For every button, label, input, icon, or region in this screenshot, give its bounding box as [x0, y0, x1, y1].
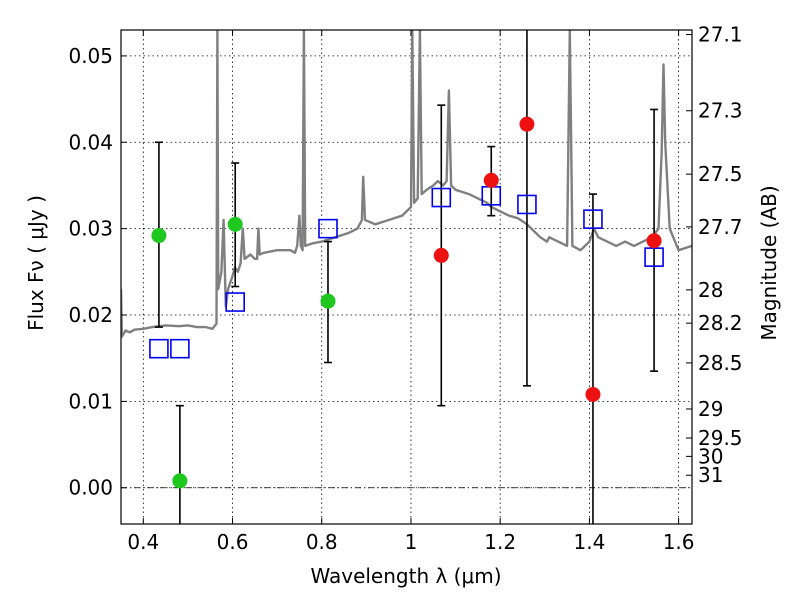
infrared-flux-point — [483, 172, 499, 188]
model-flux-square — [225, 292, 245, 312]
x-tick-label: 1.4 — [573, 530, 605, 554]
y-axis-label: Flux Fν ( μJy ) — [24, 195, 48, 331]
optical-flux-point — [151, 228, 167, 244]
y-tick-label: 0.03 — [68, 217, 113, 241]
magnitude-tick-label: 30 — [698, 444, 723, 468]
y-tick-label: 0.05 — [68, 44, 113, 68]
y-tick-label: 0.00 — [68, 476, 113, 500]
magnitude-tick-label: 28 — [698, 278, 723, 302]
magnitude-tick-label: 28.5 — [698, 351, 743, 375]
x-tick-label: 1.2 — [484, 530, 516, 554]
x-axis-label: Wavelength λ (μm) — [310, 564, 501, 588]
marker-layer — [149, 116, 664, 489]
magnitude-tick-label: 27.3 — [698, 99, 743, 123]
magnitude-tick-label: 27.7 — [698, 215, 743, 239]
infrared-flux-point — [433, 247, 449, 263]
infrared-flux-point — [646, 233, 662, 249]
x-tick-label: 0.8 — [306, 530, 338, 554]
y-tick-label: 0.04 — [68, 130, 113, 154]
magnitude-tick-label: 29 — [698, 397, 723, 421]
x-tick-label: 1.6 — [663, 530, 695, 554]
grid-layer — [121, 30, 692, 524]
model-flux-square — [149, 338, 169, 359]
model-flux-square — [318, 218, 338, 239]
x-tick-label: 1 — [405, 530, 418, 554]
x-tick-label: 0.6 — [217, 530, 249, 554]
y-tick-label: 0.02 — [68, 303, 113, 327]
optical-flux-point — [227, 216, 243, 232]
axes-layer: 0.4 0.6 0.8 1 1.2 1.4 1.6 0.00 0.01 0.02 0.03 0.04 0… — [68, 22, 742, 554]
model-spectrum-line — [121, 30, 692, 338]
right-axis-label: Magnitude (AB) — [757, 185, 781, 340]
model-flux-square — [583, 209, 603, 229]
model-flux-square — [170, 338, 190, 359]
magnitude-tick-label: 27.1 — [698, 22, 743, 46]
magnitude-tick-label: 29.5 — [698, 426, 743, 450]
y-tick-label: 0.01 — [68, 389, 113, 413]
plot-frame — [120, 29, 693, 525]
infrared-flux-point — [585, 386, 601, 402]
magnitude-tick-label: 27.5 — [698, 162, 743, 186]
optical-flux-point — [172, 473, 188, 489]
optical-flux-point — [320, 293, 336, 309]
model-flux-square — [431, 187, 452, 208]
model-flux-square — [517, 194, 537, 215]
spectrum-layer — [121, 30, 692, 338]
magnitude-tick-label: 31 — [698, 463, 723, 487]
magnitude-tick-label: 28.2 — [698, 311, 743, 335]
infrared-flux-point — [519, 116, 535, 132]
x-tick-label: 0.4 — [127, 530, 159, 554]
